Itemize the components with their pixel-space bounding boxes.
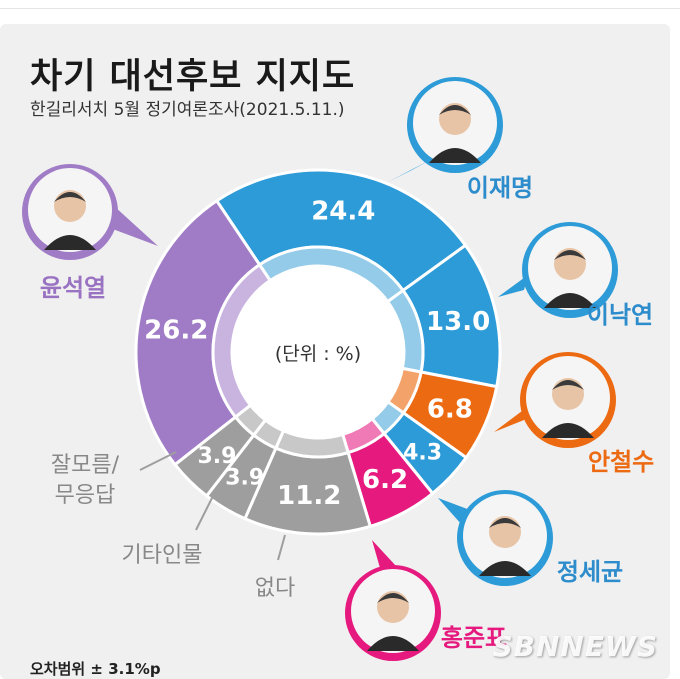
portrait-hair — [377, 593, 409, 603]
center-unit-label: (단위 : %) — [275, 343, 361, 365]
category-label-8: 잘모름/무응답 — [51, 453, 120, 508]
value-label: 6.2 — [362, 465, 408, 495]
value-label: 3.9 — [225, 465, 264, 490]
value-label: 3.9 — [197, 444, 236, 469]
callout-tail — [388, 160, 430, 182]
value-label: 4.3 — [403, 440, 442, 465]
callout-tail — [498, 275, 528, 297]
candidate-name-9: 윤석열 — [40, 274, 106, 302]
portrait-suit — [479, 561, 531, 576]
category-label-7: 기타인물 — [122, 543, 203, 568]
value-label: 24.4 — [311, 197, 375, 227]
candidate-name-4: 정세균 — [557, 558, 623, 586]
chart-subtitle: 한길리서치 5월 정기여론조사(2021.5.11.) — [30, 100, 345, 120]
portrait-hair — [489, 518, 521, 528]
callout-tail — [110, 206, 158, 246]
value-label: 6.8 — [427, 395, 473, 425]
portrait-hair — [552, 380, 584, 390]
portrait-suit — [542, 423, 594, 438]
portrait-hair — [554, 250, 586, 260]
candidate-name-3: 안철수 — [588, 448, 654, 476]
candidate-name-2: 이낙연 — [587, 301, 653, 329]
portrait-suit — [544, 293, 596, 308]
donut-center — [232, 266, 404, 438]
value-label: 11.2 — [277, 481, 341, 511]
leader-line — [139, 451, 177, 471]
portrait-suit — [429, 148, 481, 163]
category-label-6: 없다 — [255, 576, 295, 601]
candidate-name-5: 홍준표 — [441, 624, 507, 652]
leader-line — [195, 489, 217, 531]
portrait-hair — [54, 192, 86, 202]
margin-of-error-note: 오차범위 ± 3.1%p — [30, 660, 161, 678]
portrait-suit — [367, 636, 419, 651]
watermark: SBNNEWS — [492, 630, 658, 663]
callout-tail — [372, 540, 396, 568]
portrait-hair — [439, 105, 471, 115]
portrait-suit — [44, 235, 96, 250]
value-label: 26.2 — [144, 316, 208, 346]
callout-tail — [494, 405, 530, 432]
top-divider — [0, 0, 680, 9]
leader-line — [277, 534, 286, 561]
value-label: 13.0 — [426, 307, 490, 337]
candidate-name-1: 이재명 — [467, 174, 533, 202]
inner-slice-9 — [211, 262, 273, 420]
chart-title: 차기 대선후보 지지도 — [30, 57, 356, 97]
